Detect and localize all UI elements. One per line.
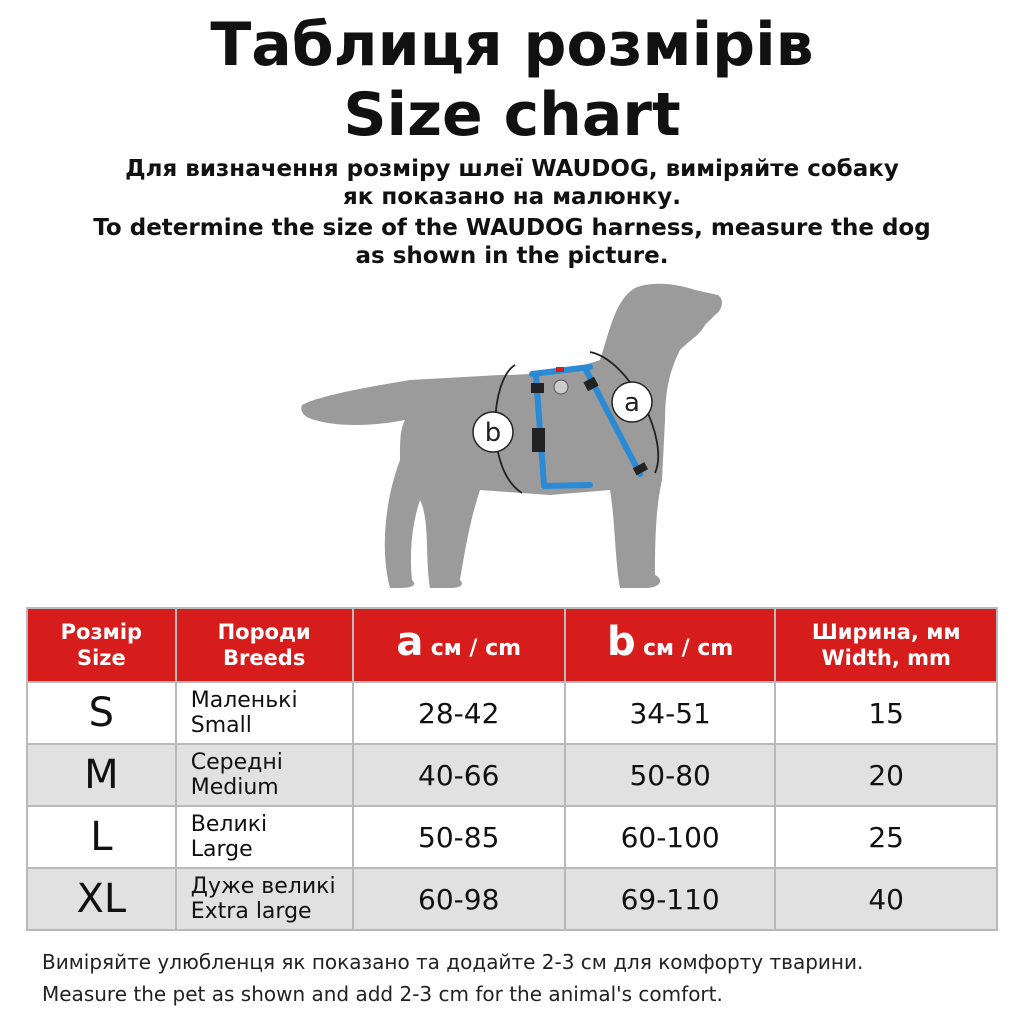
cell-width: 20 [774,743,998,807]
footer-note-ukrainian: Виміряйте улюбленця як показано та додай… [42,950,864,974]
table-row: L Великі Large 50-85 60-100 25 [26,805,998,869]
header-width: Ширина, мм Width, mm [774,607,998,683]
header-size: Розмір Size [26,607,177,683]
cell-breed: Маленькі Small [174,681,354,745]
subtitle-line: To determine the size of the WAUDOG harn… [93,215,931,241]
table-row: M Середні Medium 40-66 50-80 20 [26,743,998,807]
cell-size: L [26,805,177,869]
header-b: b см / cm [563,607,777,683]
cell-a: 50-85 [351,805,566,869]
cell-breed: Дуже великі Extra large [174,867,354,931]
subtitle-line: як показано на малюнку. [343,184,681,210]
subtitle-english: To determine the size of the WAUDOG harn… [0,214,1024,270]
cell-width: 25 [774,805,998,869]
harness-logo-patch [556,367,564,372]
subtitle-line: Для визначення розміру шлеї WAUDOG, вимі… [125,156,899,182]
table-header-row: Розмір Size Породи Breeds a см / cm b см /… [26,607,998,683]
harness-buckles [531,376,649,476]
harness-tag-icon [553,379,569,395]
table-row: S Маленькі Small 28-42 34-51 15 [26,681,998,745]
title-ukrainian: Таблиця розмірів [210,10,814,80]
label-a-circle [611,381,653,423]
cell-width: 40 [774,867,998,931]
label-a: a [624,388,640,418]
dog-harness-illustration: b a [301,283,722,588]
label-b: b [485,418,502,448]
cell-a: 60-98 [351,867,566,931]
cell-a: 40-66 [351,743,566,807]
header-breeds: Породи Breeds [174,607,354,683]
cell-b: 69-110 [563,867,777,931]
cell-size: XL [26,867,177,931]
cell-b: 34-51 [563,681,777,745]
title-english: Size chart [343,80,681,150]
cell-b: 60-100 [563,805,777,869]
size-table: Розмір Size Породи Breeds a см / cm b см /… [26,607,998,931]
label-b-circle [472,411,514,453]
cell-width: 15 [774,681,998,745]
cell-size: M [26,743,177,807]
table-row: XL Дуже великі Extra large 60-98 69-110 4… [26,867,998,931]
header-a: a см / cm [351,607,566,683]
subtitle-line: as shown in the picture. [355,243,669,269]
cell-a: 28-42 [351,681,566,745]
cell-breed: Середні Medium [174,743,354,807]
subtitle-ukrainian: Для визначення розміру шлеї WAUDOG, вимі… [0,155,1024,211]
cell-size: S [26,681,177,745]
cell-b: 50-80 [563,743,777,807]
footer-note-english: Measure the pet as shown and add 2-3 cm … [42,982,723,1006]
cell-breed: Великі Large [174,805,354,869]
